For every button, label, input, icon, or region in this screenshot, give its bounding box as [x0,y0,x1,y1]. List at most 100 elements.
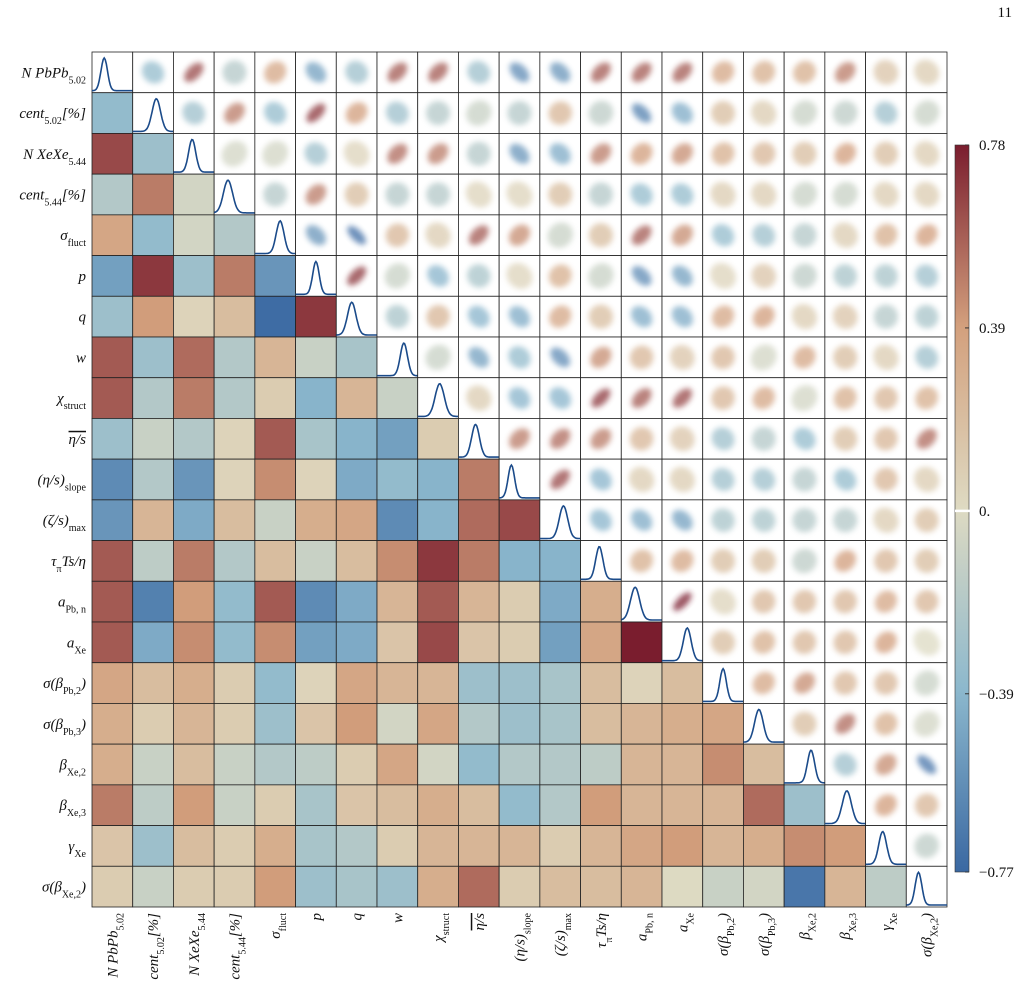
correlation-blob [673,592,692,611]
x-label: σ(βPb,2) [716,913,737,956]
correlation-blob [508,224,531,246]
correlation-cell [91,173,134,216]
correlation-cell [132,173,174,216]
correlation-cell [376,662,419,704]
correlation-cell [173,865,215,908]
correlation-cell [417,621,459,664]
correlation-blob [792,630,817,655]
correlation-blob [833,630,857,655]
correlation-blob [752,508,776,532]
label-text: q [350,913,366,921]
correlation-cell [91,418,134,460]
label-text: β [838,932,854,941]
marginal-curve [539,504,581,540]
x-label: N PbPb5.02 [105,913,126,979]
correlation-blob [711,142,735,166]
correlation-cell [458,540,500,582]
correlation-blob [874,467,898,492]
label-tail: Ts/η [594,913,610,937]
correlation-blob [793,60,816,84]
correlation-blob [631,265,652,286]
correlation-blob [873,507,899,533]
correlation-blob [345,102,368,124]
correlation-cell [213,621,256,664]
correlation-cell [173,621,215,664]
correlation-cell [376,865,419,908]
label-text: q [79,310,87,326]
correlation-cell [91,662,134,704]
label-subscript: π [57,563,62,574]
label-text: β [798,932,814,941]
label-text: cent [19,106,45,122]
correlation-cell [335,703,378,745]
correlation-cell [539,825,581,867]
correlation-cell [295,377,337,419]
label-text: τ [594,942,610,948]
correlation-blob [752,630,776,654]
correlation-blob [710,588,737,615]
correlation-blob [182,101,206,125]
correlation-cell [783,865,826,908]
correlation-cell [376,784,419,826]
correlation-blob [832,100,858,126]
correlation-blob [711,630,736,655]
label-text: σ [268,931,284,939]
colorbar-tick-label: 0.39 [979,321,1005,337]
correlation-blob [468,346,490,368]
correlation-cell [376,458,419,501]
label-text: p [309,913,325,922]
marginal-curve [417,382,459,418]
correlation-cell [132,540,174,582]
correlation-blob [874,712,898,736]
x-label: βXe,2 [798,913,819,941]
correlation-cell [539,540,581,582]
correlation-blob [711,386,735,410]
correlation-cell [213,377,256,419]
correlation-blob [549,143,571,165]
correlation-blob [752,305,775,328]
x-label: q [350,913,366,921]
correlation-cell [91,499,134,541]
correlation-cell [173,458,215,501]
correlation-cell [580,865,622,908]
correlation-blob [550,469,570,490]
correlation-blob [752,671,775,695]
correlation-blob [791,385,818,412]
correlation-blob [590,143,612,165]
correlation-cell [132,336,174,379]
correlation-cell [173,580,215,623]
correlation-blob [467,305,490,328]
correlation-cell [91,865,134,908]
correlation-blob [426,101,451,126]
correlation-cell [539,580,581,623]
colorbar-tick-label: 0. [979,504,990,520]
y-label: σ(βXe,2) [42,880,86,901]
x-label: γXe [879,912,900,930]
label-text: p [78,269,87,285]
correlation-cell [295,621,337,664]
label-subscript: 5.44 [196,913,207,931]
correlation-cell [173,255,215,297]
label-subscript: Pb,3 [766,918,777,936]
label-subscript: struct [64,401,86,412]
correlation-cell [295,540,337,582]
correlation-blob [915,264,939,288]
marginal-curve [91,56,133,92]
correlation-cell [743,825,785,867]
y-label: cent5.44[%] [19,188,86,209]
correlation-blob [832,222,858,248]
correlation-cell [743,865,785,908]
correlation-cell [539,703,581,745]
label-subscript: 5.02 [44,116,62,127]
marginal-curve [865,830,907,866]
cell-frame [91,51,134,94]
label-text: χ [431,935,447,944]
correlation-blob [792,548,817,574]
label-text: a [635,934,651,942]
correlation-cell [254,825,296,867]
correlation-cell [254,458,296,501]
correlation-cell [295,580,337,623]
label-text: β [58,758,67,774]
label-text: β [58,798,67,814]
correlation-blob [508,305,531,328]
